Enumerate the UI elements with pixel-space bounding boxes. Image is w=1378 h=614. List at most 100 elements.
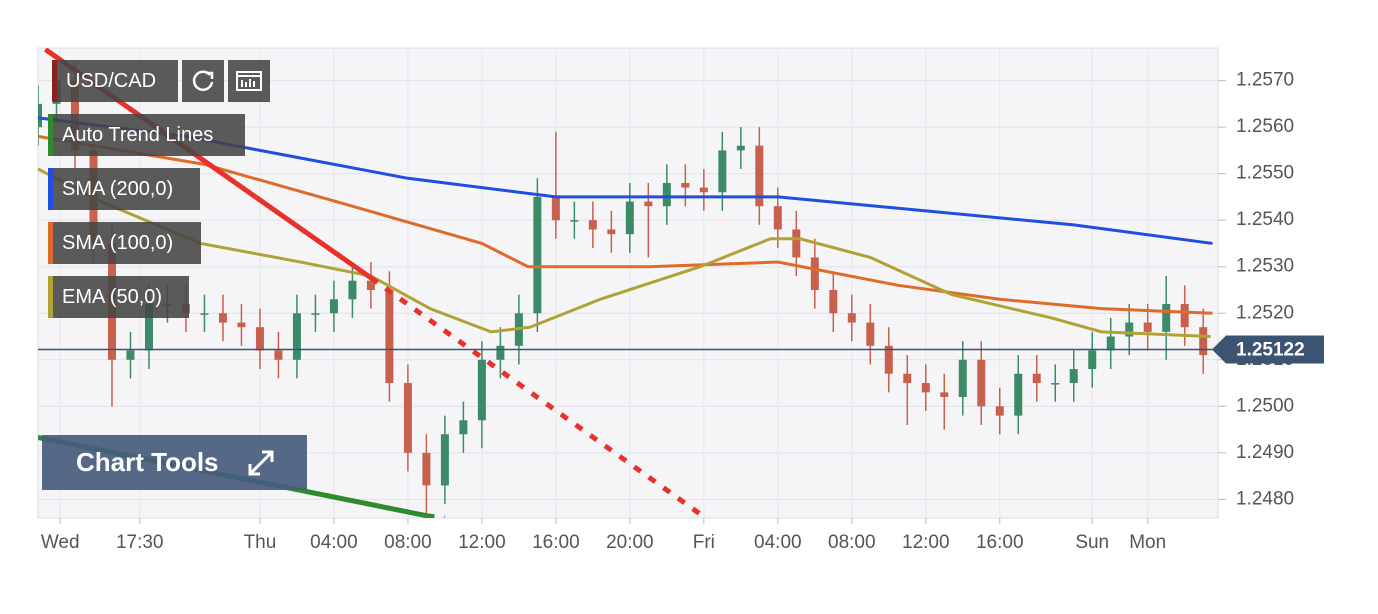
x-tick-label: Fri	[693, 532, 715, 553]
trend-lines-toggle[interactable]: Auto Trend Lines	[48, 114, 245, 156]
candle-body	[1199, 327, 1208, 356]
x-tick-label: Thu	[244, 532, 277, 553]
candle-body	[681, 182, 690, 188]
candle-body	[1032, 373, 1041, 384]
indicator-toggle[interactable]: SMA (100,0)	[48, 222, 201, 264]
x-tick-label: Sun	[1075, 532, 1109, 553]
candle-body	[1162, 303, 1171, 332]
candle-body	[662, 182, 671, 207]
legend-label: EMA (50,0)	[62, 286, 163, 308]
indicator-icon	[236, 71, 262, 91]
last-price-label: 1.25122	[1236, 340, 1305, 361]
candle-body	[607, 229, 616, 235]
legend-label: SMA (200,0)	[62, 178, 174, 200]
candle-body	[847, 313, 856, 323]
chart-tools-label: Chart Tools	[76, 447, 219, 477]
candle-body	[1051, 383, 1060, 385]
candle-body	[440, 434, 449, 486]
candle-body	[829, 289, 838, 314]
candle-body	[551, 196, 560, 221]
y-tick-label: 1.2570	[1236, 70, 1294, 91]
candle-body	[773, 206, 782, 230]
candle-body	[755, 145, 764, 207]
y-tick-label: 1.2550	[1236, 163, 1294, 184]
candle-body	[200, 313, 209, 315]
candle-body	[588, 220, 597, 230]
candle-body	[977, 359, 986, 407]
indicator-line	[38, 134, 1213, 315]
y-tick-label: 1.2490	[1236, 442, 1294, 463]
candle-body	[422, 452, 431, 486]
refresh-icon	[192, 70, 214, 91]
y-tick-label: 1.2530	[1236, 256, 1294, 277]
candle-body	[218, 313, 227, 323]
x-tick-label: 12:00	[458, 532, 506, 553]
candle-body	[940, 392, 949, 398]
candle-body	[884, 345, 893, 374]
x-tick-label: 17:30	[116, 532, 164, 553]
legend-label: SMA (100,0)	[62, 232, 174, 254]
symbol-button[interactable]: USD/CAD	[52, 60, 178, 102]
x-tick-label: 08:00	[828, 532, 876, 553]
candle-body	[625, 201, 634, 235]
expand-icon	[248, 450, 274, 476]
indicator-line	[38, 167, 1211, 339]
candle-body	[866, 322, 875, 346]
x-tick-label: Mon	[1129, 532, 1166, 553]
chart-tools-button[interactable]: Chart Tools	[42, 435, 307, 490]
trend-line	[369, 275, 708, 518]
candle-body	[958, 359, 967, 398]
candle-body	[38, 103, 42, 128]
indicator-toggle[interactable]: EMA (50,0)	[48, 276, 189, 318]
x-tick-label: 04:00	[310, 532, 358, 553]
x-tick-label: 16:00	[532, 532, 580, 553]
y-tick-label: 1.2500	[1236, 395, 1294, 416]
candle-body	[348, 280, 357, 300]
x-tick-label: 16:00	[976, 532, 1024, 553]
candle-body	[1106, 336, 1115, 351]
candle-body	[903, 373, 912, 384]
candle-body	[1069, 369, 1078, 384]
symbol-label: USD/CAD	[66, 70, 157, 92]
legend-label: Auto Trend Lines	[62, 124, 214, 146]
candle-body	[144, 303, 153, 351]
y-tick-label: 1.2480	[1236, 488, 1294, 509]
candle-body	[533, 196, 542, 314]
candle-body	[1088, 350, 1097, 370]
candle-body	[459, 420, 468, 435]
x-tick-label: 08:00	[384, 532, 432, 553]
candle-body	[570, 220, 579, 222]
x-tick-label: 12:00	[902, 532, 950, 553]
y-tick-label: 1.2540	[1236, 209, 1294, 230]
candle-body	[921, 383, 930, 393]
candle-body	[1180, 303, 1189, 328]
candle-body	[1143, 322, 1152, 332]
y-tick-label: 1.2560	[1236, 116, 1294, 137]
y-tick-label: 1.2520	[1236, 302, 1294, 323]
candle-body	[496, 345, 505, 360]
candle-body	[385, 289, 394, 384]
candle-body	[995, 406, 1004, 416]
candle-body	[311, 313, 320, 315]
x-tick-label: 20:00	[606, 532, 654, 553]
candle-body	[792, 229, 801, 258]
candle-body	[366, 280, 375, 290]
candle-body	[736, 145, 745, 151]
x-tick-label: 04:00	[754, 532, 802, 553]
indicator-toggle[interactable]: SMA (200,0)	[48, 168, 200, 210]
candle-body	[718, 150, 727, 193]
candle-body	[1014, 373, 1023, 416]
candle-body	[699, 187, 708, 193]
trend-line	[426, 513, 446, 518]
refresh-button[interactable]	[182, 60, 224, 102]
candle-body	[477, 359, 486, 421]
candle-body	[237, 322, 246, 328]
indicator-button[interactable]	[228, 60, 270, 102]
candle-body	[255, 327, 264, 351]
candle-body	[126, 350, 135, 360]
x-tick-label: Wed	[41, 532, 80, 553]
candle-body	[274, 350, 283, 360]
candle-body	[329, 299, 338, 314]
candle-body	[292, 313, 301, 360]
